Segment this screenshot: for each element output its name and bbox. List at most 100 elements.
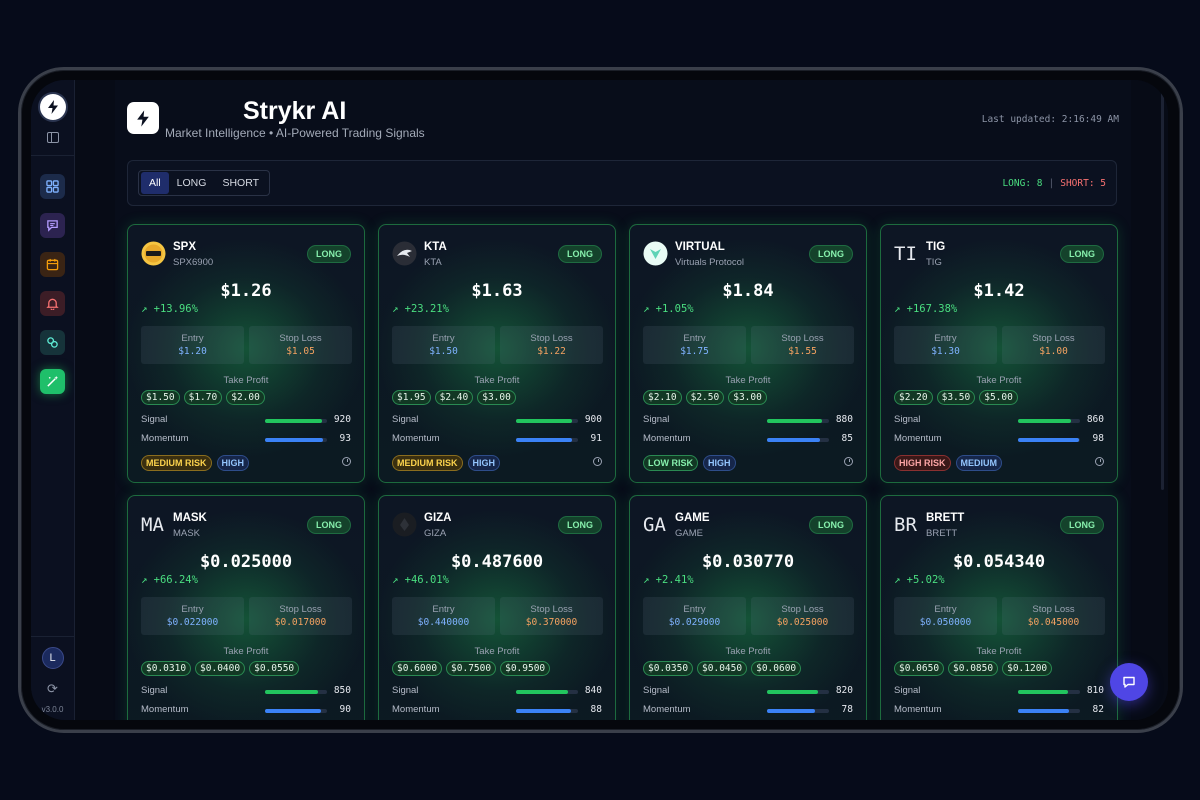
signal-bar-fill: [1018, 419, 1072, 423]
momentum-bar-fill: [767, 438, 820, 442]
coin-symbol: GIZA: [424, 512, 452, 524]
signal-card[interactable]: GIZA GIZA LONG $0.487600 ↗ +46.01% Entry $0.44…: [378, 495, 616, 720]
tab-short[interactable]: SHORT: [222, 177, 259, 189]
take-profit-target: $2.10: [643, 390, 682, 405]
sidebar-divider: [31, 636, 75, 637]
coin-name: GAME: [675, 528, 703, 539]
app-screen: L ⟳ v3.0.0 Strykr AI Market Intelligence…: [31, 80, 1168, 720]
momentum-value: 93: [339, 433, 351, 444]
signal-card[interactable]: KTA KTA LONG $1.63 ↗ +23.21% Entry $1.50 Stop L…: [378, 224, 616, 483]
entry-value: $1.75: [680, 346, 709, 357]
stop-loss-label: Stop Loss: [1032, 604, 1075, 615]
sidebar-item-links[interactable]: [40, 330, 65, 355]
sidebar-item-alerts[interactable]: [40, 291, 65, 316]
stop-loss-box: Stop Loss $0.017000: [249, 597, 352, 635]
trend-up-icon: ↗: [894, 303, 901, 315]
signal-label: Signal: [894, 685, 921, 696]
entry-box: Entry $1.75: [643, 326, 746, 364]
take-profit-label: Take Profit: [223, 375, 269, 386]
app-logo[interactable]: [39, 94, 66, 120]
stop-loss-label: Stop Loss: [1032, 333, 1075, 344]
entry-box: Entry $0.050000: [894, 597, 997, 635]
signal-card[interactable]: MA MASK MASK LONG $0.025000 ↗ +66.24% Entry $0.…: [127, 495, 365, 720]
stop-loss-label: Stop Loss: [279, 604, 322, 615]
take-profit-row: $0.0310 $0.0400 $0.0550: [141, 661, 300, 676]
momentum-metric: Momentum 88: [392, 704, 602, 718]
stop-loss-label: Stop Loss: [279, 333, 322, 344]
current-price: $1.84: [722, 281, 774, 301]
user-avatar[interactable]: L: [41, 647, 64, 669]
momentum-label: Momentum: [392, 433, 440, 444]
change-value: +167.38%: [906, 303, 958, 315]
entry-box: Entry $0.022000: [141, 597, 244, 635]
signal-card[interactable]: TI TIG TIG LONG $1.42 ↗ +167.38% Entry $1.30 Sto…: [880, 224, 1118, 483]
signal-value: 900: [584, 414, 602, 425]
momentum-bar-fill: [516, 709, 571, 713]
sidebar-toggle-icon[interactable]: [46, 132, 59, 143]
stop-loss-box: Stop Loss $0.025000: [751, 597, 854, 635]
signal-value: 840: [584, 685, 602, 696]
card-tags: HIGH RISK MEDIUM: [894, 455, 1003, 471]
signal-metric: Signal 900: [392, 414, 602, 428]
refresh-icon[interactable]: ⟳: [47, 681, 58, 696]
stop-loss-label: Stop Loss: [530, 604, 573, 615]
sidebar-item-calendar[interactable]: [40, 252, 65, 277]
short-count: SHORT: 5: [1060, 178, 1106, 189]
entry-label: Entry: [181, 604, 204, 615]
take-profit-target: $0.0310: [141, 661, 192, 676]
page-subtitle: Market Intelligence • AI-Powered Trading…: [165, 126, 425, 140]
momentum-bar: [767, 438, 829, 442]
scrollbar[interactable]: [1161, 90, 1164, 490]
momentum-label: Momentum: [643, 433, 691, 444]
direction-badge: LONG: [558, 245, 602, 263]
coin-name: SPX6900: [173, 257, 214, 268]
momentum-bar: [1018, 438, 1080, 442]
sidebar-footer: L ⟳ v3.0.0: [31, 636, 75, 720]
coin-name: GIZA: [424, 528, 447, 539]
change-value: +1.05%: [655, 303, 694, 315]
direction-badge: LONG: [558, 516, 602, 534]
stop-loss-box: Stop Loss $0.370000: [500, 597, 603, 635]
signal-card[interactable]: BR BRETT BRETT LONG $0.054340 ↗ +5.02% Entry $0…: [880, 495, 1118, 720]
signal-value: 920: [333, 414, 351, 425]
lightning-icon: [137, 109, 149, 127]
momentum-value: 90: [339, 704, 351, 715]
signal-metric: Signal 850: [141, 685, 351, 699]
momentum-metric: Momentum 90: [141, 704, 351, 718]
sidebar-item-signals[interactable]: [40, 369, 65, 394]
sidebar-item-chat[interactable]: [40, 213, 65, 238]
coin-symbol: GAME: [675, 512, 710, 524]
coin-name: MASK: [173, 528, 200, 539]
change-value: +66.24%: [153, 574, 198, 586]
entry-value: $1.50: [429, 346, 458, 357]
tab-long[interactable]: LONG: [176, 177, 207, 189]
signal-card[interactable]: VIRTUAL Virtuals Protocol LONG $1.84 ↗ +1.05…: [629, 224, 867, 483]
momentum-label: Momentum: [643, 704, 691, 715]
coin-logo-text: MA: [141, 513, 164, 536]
chat-icon: [1123, 676, 1135, 688]
signal-bar-fill: [767, 690, 818, 694]
signal-bar-fill: [516, 690, 569, 694]
take-profit-target: $0.0650: [894, 661, 945, 676]
signal-card[interactable]: SPX SPX6900 LONG $1.26 ↗ +13.96% Entry $1.20 St…: [127, 224, 365, 483]
signal-card[interactable]: GA GAME GAME LONG $0.030770 ↗ +2.41% Entry $0.0…: [629, 495, 867, 720]
take-profit-target: $0.0450: [697, 661, 748, 676]
entry-value: $0.022000: [166, 617, 219, 628]
app-version: v3.0.0: [41, 705, 64, 714]
signal-bar: [516, 419, 578, 423]
direction-badge: LONG: [1060, 245, 1104, 263]
momentum-bar-fill: [1018, 709, 1069, 713]
entry-label: Entry: [934, 333, 957, 344]
direction-badge: LONG: [1060, 516, 1104, 534]
entry-value: $0.029000: [668, 617, 721, 628]
clock-icon: [342, 457, 351, 466]
confidence-badge: HIGH: [216, 455, 249, 471]
entry-label: Entry: [432, 333, 455, 344]
tab-all[interactable]: All: [141, 172, 169, 194]
signal-label: Signal: [392, 685, 419, 696]
chat-button[interactable]: [1110, 663, 1148, 701]
take-profit-target: $0.7500: [446, 661, 497, 676]
sidebar-item-dashboard[interactable]: [40, 174, 65, 199]
trend-up-icon: ↗: [392, 574, 399, 586]
momentum-label: Momentum: [894, 704, 942, 715]
